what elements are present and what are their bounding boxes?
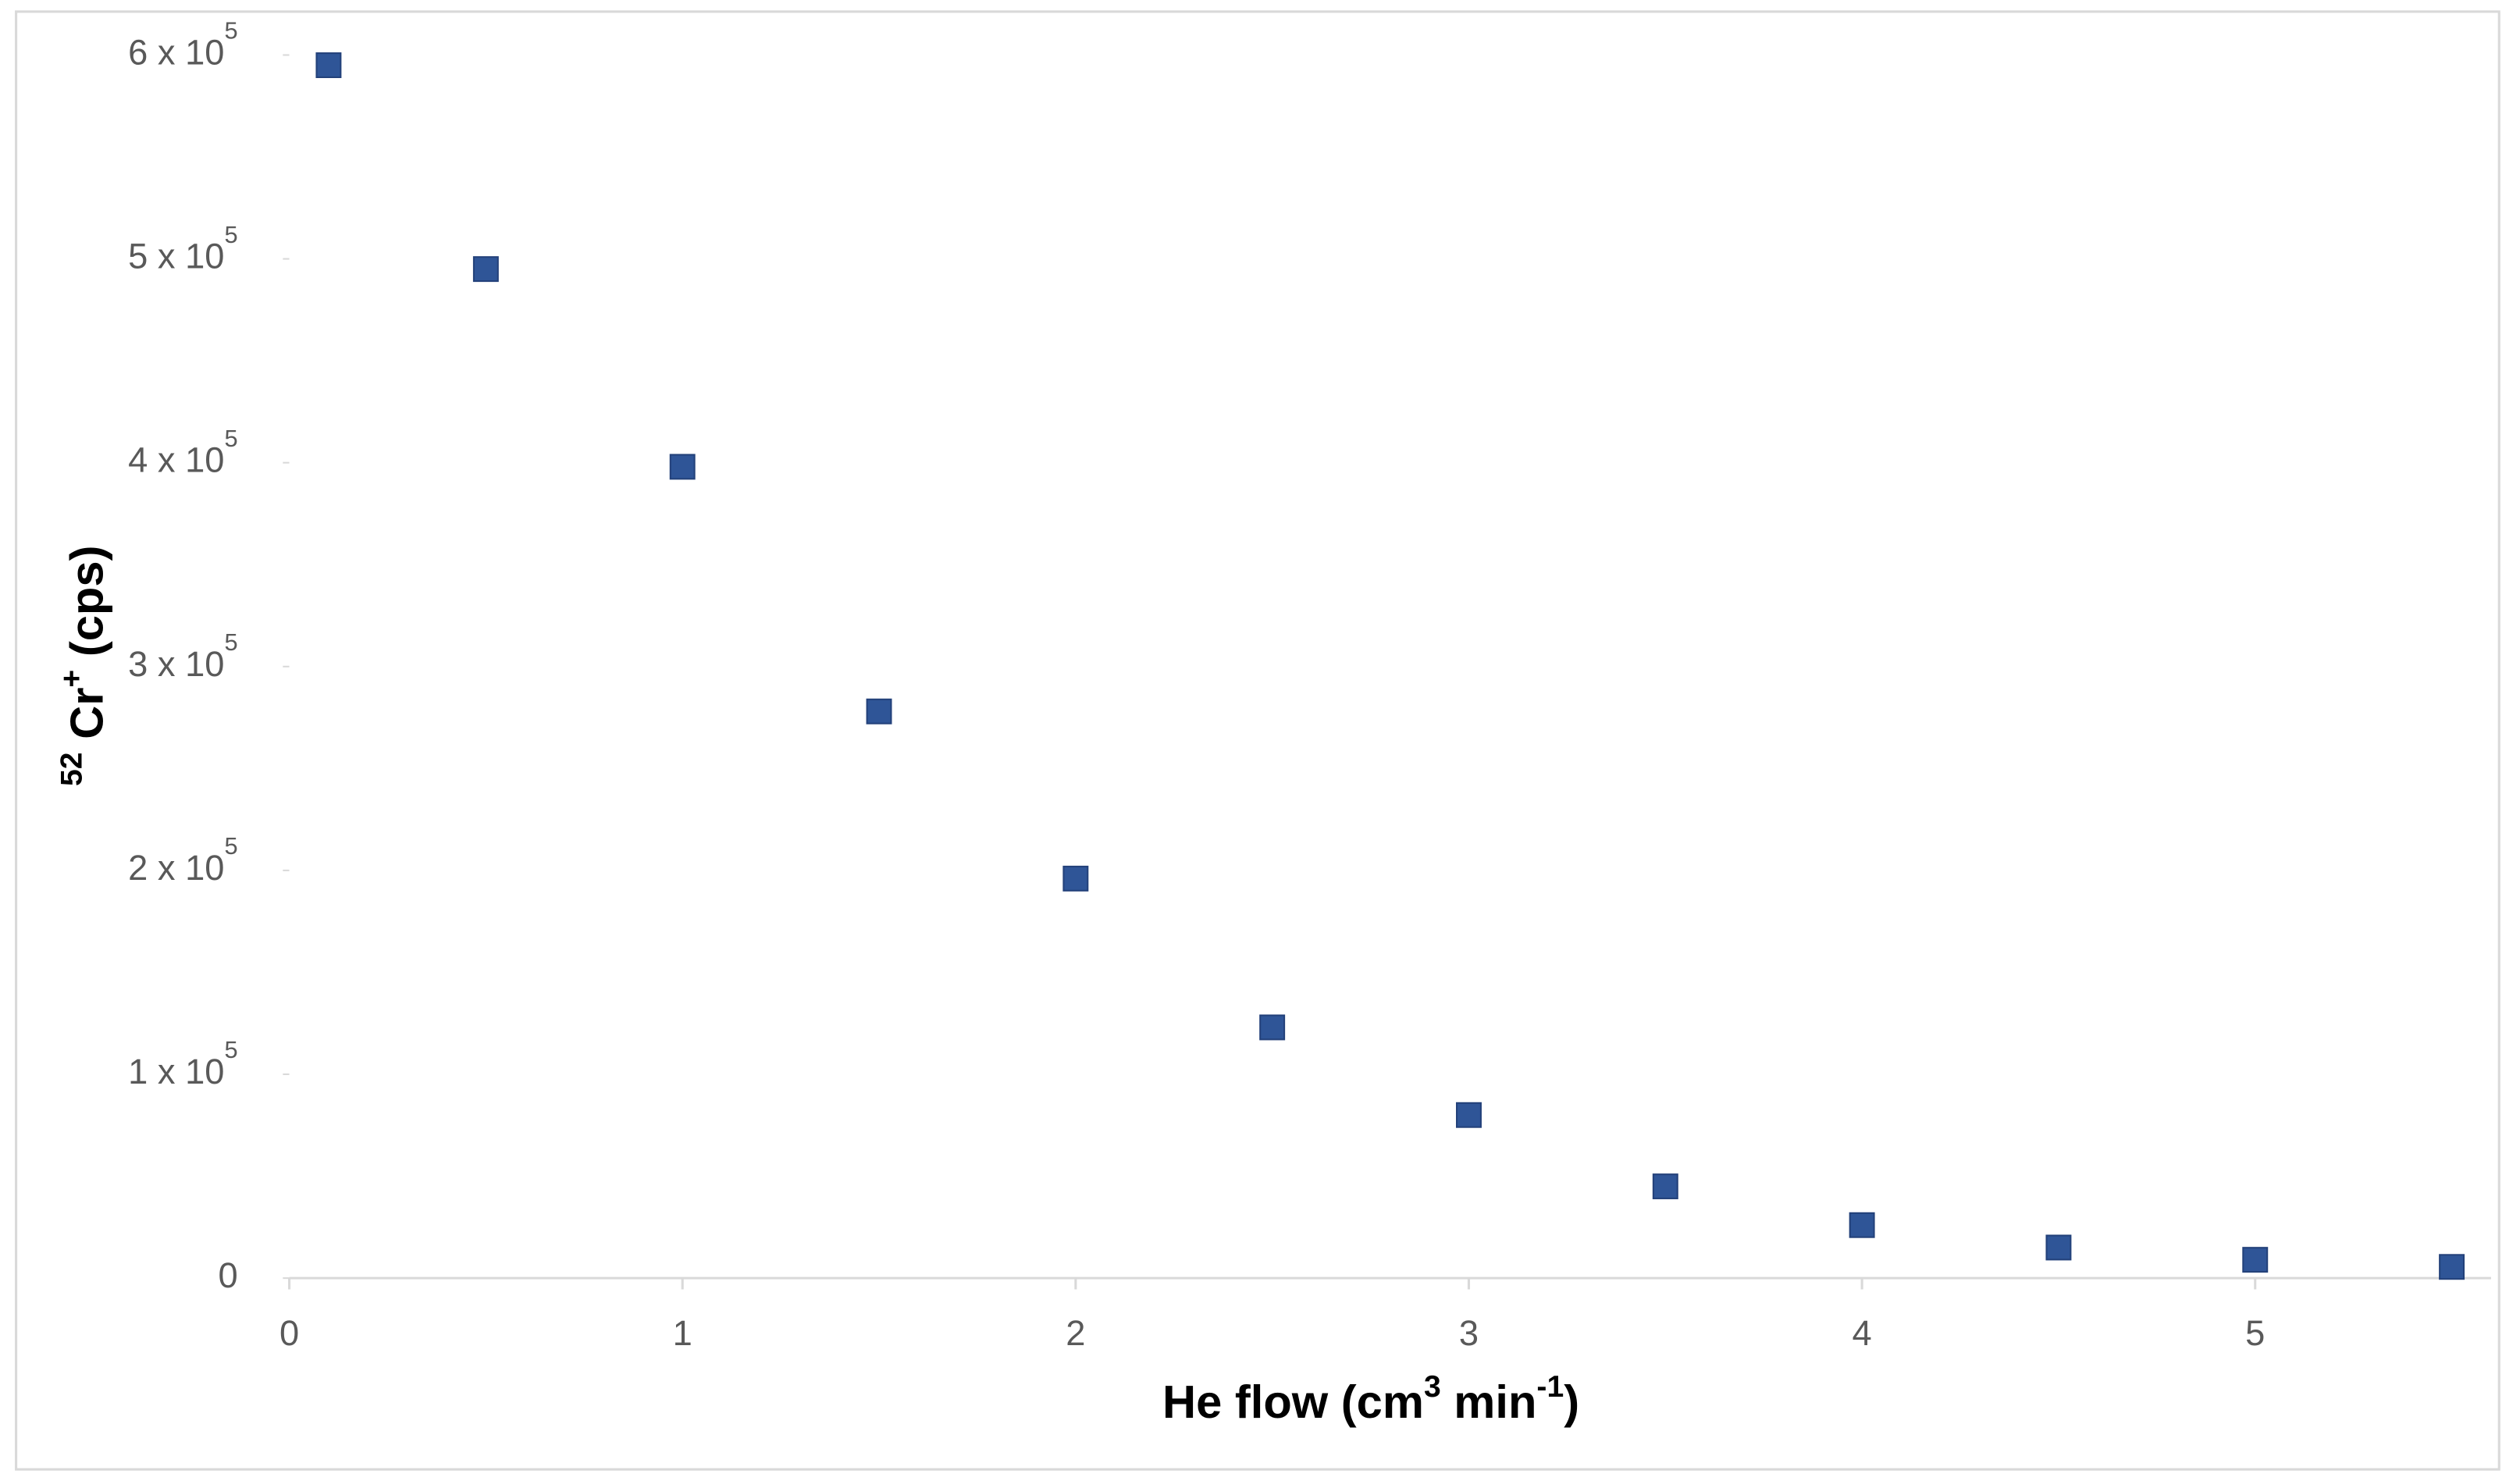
y-tick-exponent: 5: [225, 1036, 238, 1063]
y-tick-text: 2 x 10: [128, 848, 224, 888]
x-tick-label: 0: [279, 1313, 299, 1353]
x-tick-label: 3: [1459, 1313, 1479, 1353]
y-tick-text: 1 x 10: [128, 1052, 224, 1091]
y-axis-title-part: Cr: [60, 688, 112, 753]
x-tick-label: 4: [1853, 1313, 1872, 1353]
scatter-point: [1652, 1173, 1678, 1200]
y-tick-exponent: 5: [225, 628, 238, 656]
y-tick-label: 6 x 105: [128, 17, 238, 73]
x-axis-title-part: min: [1441, 1376, 1537, 1428]
y-tick-exponent: 5: [225, 832, 238, 860]
x-axis-title-part: He flow (cm: [1162, 1376, 1424, 1428]
x-tick-label: 1: [673, 1313, 692, 1353]
scatter-point: [2045, 1234, 2072, 1261]
y-tick-text: 6 x 10: [128, 32, 224, 72]
y-tick-text: 4 x 10: [128, 440, 224, 480]
y-tick-label: 3 x 105: [128, 628, 238, 684]
y-tick-text: 0: [218, 1255, 237, 1295]
y-axis-title-part: (cps): [60, 546, 112, 670]
scatter-point: [1456, 1102, 1482, 1128]
x-axis-title-part: -1: [1536, 1370, 1564, 1404]
y-tick-exponent: 5: [225, 425, 238, 452]
x-axis-title: He flow (cm3 min-1): [1162, 1370, 1579, 1428]
x-tick-label: 5: [2245, 1313, 2265, 1353]
y-tick-text: 5 x 10: [128, 237, 224, 276]
x-tick-label: 2: [1066, 1313, 1085, 1353]
y-tick-label: 2 x 105: [128, 832, 238, 888]
x-axis-title-part: ): [1564, 1376, 1579, 1428]
y-tick-exponent: 5: [225, 221, 238, 248]
y-tick-exponent: 5: [225, 17, 238, 45]
y-axis-title-part: +: [55, 670, 88, 688]
scatter-point: [866, 698, 892, 724]
scatter-point: [315, 52, 342, 79]
scatter-point: [2242, 1247, 2269, 1273]
scatter-point: [2439, 1254, 2465, 1280]
chart-border: [15, 10, 2500, 1471]
scatter-point: [472, 256, 499, 283]
x-axis-title-part: 3: [1424, 1370, 1441, 1404]
y-axis-title: 52 Cr+ (cps): [55, 546, 112, 786]
y-tick-label: 0: [218, 1255, 237, 1295]
y-tick-label: 4 x 105: [128, 425, 238, 480]
scatter-point: [1849, 1212, 1875, 1238]
y-tick-label: 5 x 105: [128, 221, 238, 276]
scatter-point: [669, 454, 696, 480]
y-tick-label: 1 x 105: [128, 1036, 238, 1091]
y-axis-title-part: 52: [55, 752, 88, 786]
y-tick-text: 3 x 10: [128, 644, 224, 684]
scatter-point: [1062, 865, 1089, 892]
scatter-point: [1259, 1014, 1286, 1041]
